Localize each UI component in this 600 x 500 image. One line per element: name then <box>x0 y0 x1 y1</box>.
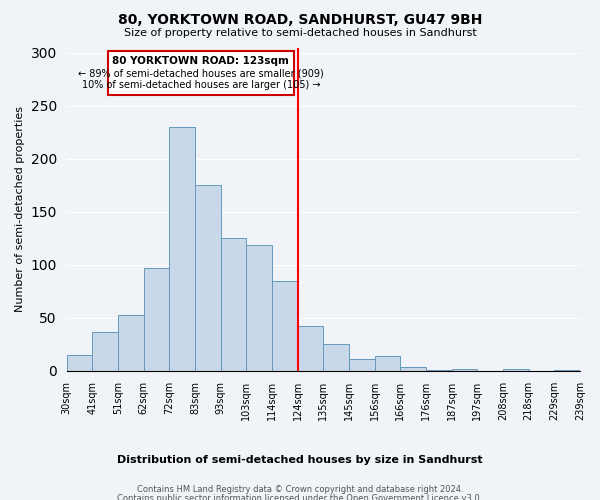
Bar <box>169 127 195 371</box>
Bar <box>67 355 92 371</box>
Bar <box>554 370 580 371</box>
Bar <box>298 326 323 371</box>
Text: Contains public sector information licensed under the Open Government Licence v3: Contains public sector information licen… <box>118 494 482 500</box>
Bar <box>221 238 247 371</box>
Text: 80 YORKTOWN ROAD: 123sqm: 80 YORKTOWN ROAD: 123sqm <box>112 56 289 66</box>
Text: 80, YORKTOWN ROAD, SANDHURST, GU47 9BH: 80, YORKTOWN ROAD, SANDHURST, GU47 9BH <box>118 12 482 26</box>
Text: ← 89% of semi-detached houses are smaller (909): ← 89% of semi-detached houses are smalle… <box>78 68 323 78</box>
Bar <box>323 344 349 371</box>
Bar <box>426 370 452 371</box>
Bar <box>503 369 529 371</box>
Bar <box>195 186 221 371</box>
Bar <box>247 244 272 371</box>
FancyBboxPatch shape <box>108 50 294 95</box>
Bar <box>349 359 374 371</box>
Y-axis label: Number of semi-detached properties: Number of semi-detached properties <box>15 106 25 312</box>
Bar <box>374 356 400 371</box>
Text: 10% of semi-detached houses are larger (105) →: 10% of semi-detached houses are larger (… <box>82 80 320 90</box>
Bar <box>92 332 118 371</box>
Bar <box>400 366 426 371</box>
Bar <box>272 281 298 371</box>
Text: Contains HM Land Registry data © Crown copyright and database right 2024.: Contains HM Land Registry data © Crown c… <box>137 485 463 494</box>
Bar <box>143 268 169 371</box>
Bar <box>452 369 478 371</box>
Text: Size of property relative to semi-detached houses in Sandhurst: Size of property relative to semi-detach… <box>124 28 476 38</box>
Text: Distribution of semi-detached houses by size in Sandhurst: Distribution of semi-detached houses by … <box>117 455 483 465</box>
Bar <box>118 314 143 371</box>
